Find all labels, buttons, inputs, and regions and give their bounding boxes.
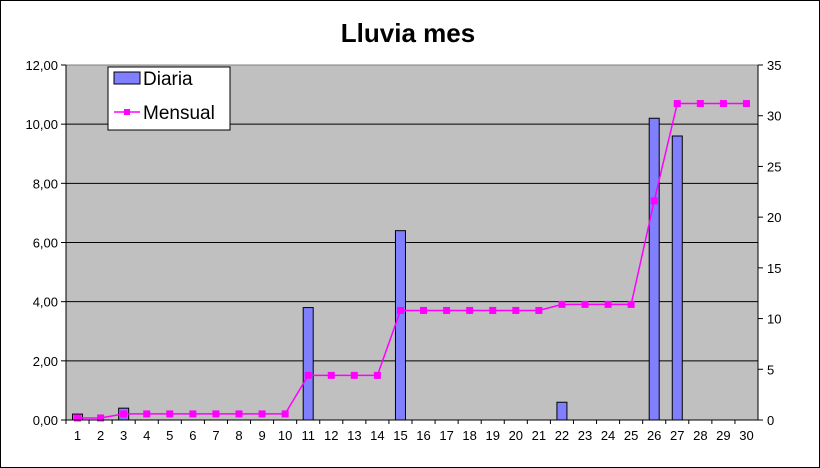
x-tick-label: 30 xyxy=(739,428,753,443)
point-mensual xyxy=(327,371,335,379)
point-mensual xyxy=(304,371,312,379)
point-mensual xyxy=(627,300,635,308)
x-tick-label: 13 xyxy=(347,428,361,443)
x-tick-label: 29 xyxy=(716,428,730,443)
x-tick-label: 28 xyxy=(693,428,707,443)
x-tick-label: 4 xyxy=(143,428,150,443)
x-tick-label: 7 xyxy=(212,428,219,443)
point-mensual xyxy=(212,410,220,418)
right-tick-label: 15 xyxy=(767,261,781,276)
point-mensual xyxy=(604,300,612,308)
x-tick-label: 18 xyxy=(462,428,476,443)
bar-diaria xyxy=(648,117,660,421)
left-tick-label: 4,00 xyxy=(33,295,58,310)
chart-title: Lluvia mes xyxy=(341,18,475,48)
x-tick-label: 3 xyxy=(120,428,127,443)
point-mensual xyxy=(558,300,566,308)
axes: 0,002,004,006,008,0010,0012,000510152025… xyxy=(25,58,781,443)
right-tick-label: 0 xyxy=(767,413,774,428)
x-tick-label: 19 xyxy=(485,428,499,443)
x-tick-label: 11 xyxy=(301,428,315,443)
x-tick-label: 2 xyxy=(97,428,104,443)
point-mensual xyxy=(166,410,174,418)
point-mensual xyxy=(74,414,82,422)
point-mensual xyxy=(696,100,704,108)
point-mensual xyxy=(673,100,681,108)
point-mensual xyxy=(373,371,381,379)
point-mensual xyxy=(581,300,589,308)
left-tick-label: 10,00 xyxy=(25,117,58,132)
x-tick-label: 12 xyxy=(324,428,338,443)
right-tick-label: 25 xyxy=(767,159,781,174)
right-tick-label: 10 xyxy=(767,312,781,327)
point-mensual xyxy=(719,100,727,108)
point-mensual xyxy=(466,306,474,314)
legend-swatch-diaria xyxy=(113,71,141,85)
point-mensual xyxy=(281,410,289,418)
x-tick-label: 10 xyxy=(278,428,292,443)
x-tick-label: 1 xyxy=(74,428,81,443)
x-tick-label: 26 xyxy=(647,428,661,443)
x-tick-label: 8 xyxy=(235,428,242,443)
left-tick-label: 6,00 xyxy=(33,236,58,251)
x-tick-label: 23 xyxy=(578,428,592,443)
point-mensual xyxy=(650,197,658,205)
line-mensual xyxy=(77,102,747,419)
left-tick-label: 8,00 xyxy=(33,176,58,191)
point-mensual xyxy=(512,306,520,314)
bar-diaria xyxy=(394,230,406,421)
right-tick-label: 5 xyxy=(767,362,774,377)
x-tick-label: 5 xyxy=(166,428,173,443)
legend-label-mensual: Mensual xyxy=(143,103,215,124)
point-mensual xyxy=(97,414,105,422)
x-tick-label: 20 xyxy=(509,428,523,443)
x-tick-label: 17 xyxy=(439,428,453,443)
point-mensual xyxy=(443,306,451,314)
bar-diaria xyxy=(556,401,568,421)
monthly-line xyxy=(74,100,750,422)
x-tick-label: 24 xyxy=(601,428,615,443)
point-mensual xyxy=(350,371,358,379)
right-tick-label: 30 xyxy=(767,109,781,124)
left-tick-label: 12,00 xyxy=(25,58,58,73)
left-tick-label: 0,00 xyxy=(33,413,58,428)
bar-diaria xyxy=(302,307,314,421)
x-tick-label: 21 xyxy=(532,428,546,443)
point-mensual xyxy=(143,410,151,418)
point-mensual xyxy=(742,100,750,108)
point-mensual xyxy=(396,306,404,314)
point-mensual xyxy=(189,410,197,418)
legend-label-diaria: Diaria xyxy=(143,69,193,90)
x-tick-label: 14 xyxy=(370,428,384,443)
legend-marker-mensual xyxy=(124,109,130,115)
bar-diaria xyxy=(671,135,683,421)
point-mensual xyxy=(235,410,243,418)
point-mensual xyxy=(258,410,266,418)
legend: Diaria Mensual xyxy=(107,66,231,131)
x-tick-label: 6 xyxy=(189,428,196,443)
point-mensual xyxy=(535,306,543,314)
right-tick-label: 20 xyxy=(767,210,781,225)
point-mensual xyxy=(420,306,428,314)
x-tick-label: 15 xyxy=(393,428,407,443)
point-mensual xyxy=(120,410,128,418)
x-tick-label: 16 xyxy=(416,428,430,443)
x-tick-label: 25 xyxy=(624,428,638,443)
x-tick-label: 22 xyxy=(555,428,569,443)
left-tick-label: 2,00 xyxy=(33,354,58,369)
right-tick-label: 35 xyxy=(767,58,781,73)
x-tick-label: 27 xyxy=(670,428,684,443)
x-tick-label: 9 xyxy=(258,428,265,443)
point-mensual xyxy=(489,306,497,314)
